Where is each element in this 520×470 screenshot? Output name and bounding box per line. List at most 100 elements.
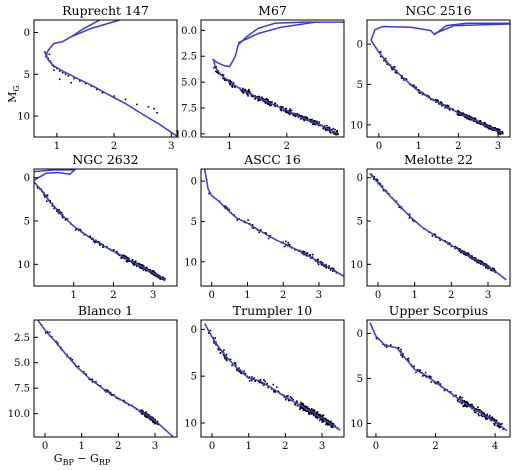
star-point: [415, 371, 417, 374]
star-point: [400, 350, 402, 353]
star-point: [419, 369, 422, 372]
star-point: [302, 404, 305, 406]
star-point: [273, 390, 275, 392]
star-point: [258, 95, 261, 98]
star-point: [317, 263, 320, 266]
y-tick-label: 0: [24, 28, 30, 39]
x-tick-label: 0: [209, 290, 215, 301]
star-point: [254, 98, 256, 100]
star-point: [252, 227, 255, 229]
star-point: [243, 370, 245, 373]
star-point: [289, 108, 291, 110]
star-point: [247, 89, 250, 92]
star-point: [322, 419, 324, 422]
star-point: [306, 117, 309, 119]
star-point: [466, 401, 469, 404]
isochrone-line: [203, 169, 344, 277]
star-point: [131, 259, 134, 261]
star-point: [497, 128, 500, 130]
star-point: [302, 407, 304, 410]
star-point: [474, 411, 476, 413]
star-point: [332, 423, 335, 426]
star-point: [300, 403, 303, 405]
star-point: [269, 104, 271, 107]
star-point: [487, 267, 489, 270]
star-point: [378, 182, 381, 185]
star-point: [461, 249, 463, 252]
star-point: [289, 113, 291, 116]
star-point: [56, 210, 58, 212]
axes-frame: [366, 319, 511, 438]
star-point: [468, 254, 471, 256]
star-point: [329, 131, 331, 133]
star-point: [329, 424, 331, 426]
star-point: [450, 245, 453, 248]
x-tick-label: 2: [432, 441, 438, 452]
star-point: [142, 269, 145, 271]
star-point: [305, 405, 307, 408]
star-point: [146, 269, 148, 272]
plot-area: [37, 320, 174, 437]
star-point: [475, 411, 477, 414]
star-point: [469, 256, 471, 259]
star-point: [152, 421, 155, 424]
star-point: [312, 123, 314, 126]
panel-title: Trumpler 10: [233, 303, 313, 318]
panel-2: M67 1 2 0.0 2.5 5.0 7.5 10.0: [175, 3, 345, 152]
star-point: [413, 84, 415, 86]
star-point: [324, 417, 327, 420]
star-point: [429, 375, 432, 378]
star-point: [248, 380, 251, 382]
y-axis-label-main: M: [6, 92, 19, 103]
star-point: [234, 362, 236, 364]
star-point: [308, 411, 310, 413]
panel-title: M67: [258, 3, 287, 18]
star-point: [280, 109, 283, 112]
star-point: [498, 422, 500, 424]
star-point: [490, 419, 493, 422]
star-point: [435, 99, 438, 102]
star-point: [292, 398, 294, 401]
isochrone-line: [34, 181, 166, 281]
star-point: [315, 415, 318, 418]
star-point: [456, 113, 459, 115]
star-point: [73, 77, 75, 80]
y-tick-label: 2.5: [14, 333, 30, 344]
star-point: [493, 268, 495, 270]
star-point: [248, 88, 250, 91]
y-tick-label: 5: [357, 374, 363, 385]
isochrone-line: [370, 39, 503, 134]
star-point: [459, 395, 462, 398]
star-point: [270, 104, 273, 106]
star-point: [473, 118, 476, 120]
x-axis-label: GBP − GRP: [54, 452, 111, 467]
plot-area: [369, 322, 508, 432]
star-point: [285, 395, 288, 397]
star-point: [464, 253, 466, 255]
star-point: [296, 113, 299, 115]
axes-frame: [33, 19, 178, 138]
plot-area: [370, 22, 510, 135]
star-point: [276, 104, 279, 106]
star-point: [326, 422, 329, 424]
star-point: [460, 251, 462, 254]
star-point: [106, 246, 108, 248]
star-point: [91, 381, 94, 383]
star-point: [85, 373, 88, 376]
y-tick-label: 5.0: [14, 358, 30, 369]
star-point: [122, 254, 124, 257]
star-point: [332, 270, 334, 272]
star-point: [382, 189, 385, 192]
star-point: [53, 207, 55, 210]
star-point: [64, 73, 67, 76]
star-point: [449, 242, 451, 244]
star-point: [314, 412, 317, 414]
star-point: [46, 200, 48, 202]
star-point: [36, 187, 39, 189]
star-point: [401, 77, 403, 79]
star-point: [251, 224, 254, 226]
star-point: [325, 423, 327, 426]
star-point: [149, 269, 151, 271]
star-point: [225, 79, 227, 82]
y-tick-label: 5: [357, 217, 363, 228]
